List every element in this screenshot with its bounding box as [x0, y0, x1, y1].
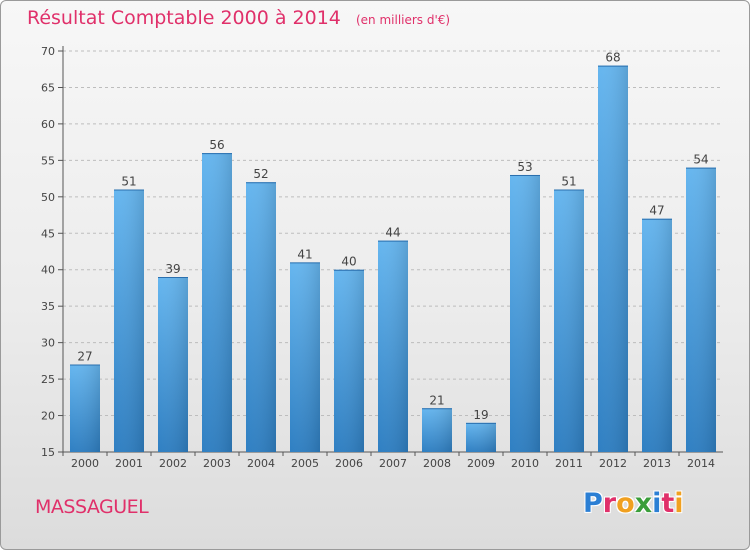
y-tick-label: 35 [41, 300, 55, 313]
x-tick-label: 2014 [687, 457, 715, 470]
bar-value-label: 47 [649, 204, 664, 218]
bar-shade [158, 277, 188, 452]
bar-value-label: 51 [121, 175, 136, 189]
y-tick-label: 15 [41, 446, 55, 459]
bar-shade [334, 269, 364, 452]
bar-value-label: 41 [297, 247, 312, 261]
y-tick-label: 55 [41, 154, 55, 167]
bar-value-label: 44 [385, 226, 400, 240]
place-name: MASSAGUEL [35, 496, 149, 518]
y-tick-label: 20 [41, 410, 55, 423]
bar-value-label: 21 [429, 393, 444, 407]
bar-value-label: 51 [561, 175, 576, 189]
x-tick-label: 2009 [467, 457, 495, 470]
bar-shade [246, 182, 276, 452]
x-tick-label: 2013 [643, 457, 671, 470]
bar-shade [598, 65, 628, 452]
logo-letter: o [616, 488, 635, 519]
x-tick-label: 2004 [247, 457, 275, 470]
bar-value-label: 68 [605, 51, 620, 65]
proxiti-logo: Proxiti [583, 488, 684, 519]
y-tick-label: 60 [41, 118, 55, 131]
y-tick-label: 70 [41, 45, 55, 58]
x-tick-label: 2012 [599, 457, 627, 470]
bar-value-label: 27 [77, 350, 92, 364]
x-tick-label: 2001 [115, 457, 143, 470]
bar-shade [202, 153, 232, 452]
x-tick-label: 2000 [71, 457, 99, 470]
bar-shade [686, 167, 716, 452]
x-tick-label: 2003 [203, 457, 231, 470]
title-row: Résultat Comptable 2000 à 2014 (en milli… [27, 7, 450, 29]
logo-letter: x [634, 488, 653, 519]
x-tick-label: 2011 [555, 457, 583, 470]
y-tick-label: 40 [41, 264, 55, 277]
x-tick-label: 2005 [291, 457, 319, 470]
bar-layer [70, 65, 716, 453]
bar-value-label: 40 [341, 255, 356, 269]
bar-shade [510, 174, 540, 453]
bar-shade [378, 240, 408, 452]
bar-value-label: 19 [473, 408, 488, 422]
logo-letter: P [583, 488, 603, 519]
bar-value-label: 56 [209, 138, 224, 152]
bar-value-label: 52 [253, 167, 268, 181]
logo-letter: i [652, 488, 662, 519]
bar-value-label: 53 [517, 160, 532, 174]
axis-layer: 15 20 25 30 35 40 45 50 55 60 65 70 2000 2001 2002 2003… [41, 45, 723, 470]
label-layer: 27 51 39 56 52 41 40 44 21 19 53 51 68 47 54 [77, 51, 708, 422]
bar-shade [70, 364, 100, 452]
y-tick-label: 65 [41, 81, 55, 94]
bar-shade [114, 189, 144, 452]
x-tick-label: 2010 [511, 457, 539, 470]
chart-title: Résultat Comptable 2000 à 2014 [27, 7, 341, 29]
bar-shade [466, 422, 496, 452]
bar-value-label: 39 [165, 262, 180, 276]
bar-shade [422, 408, 452, 452]
x-tick-label: 2002 [159, 457, 187, 470]
bar-shade [642, 218, 672, 452]
y-tick-label: 30 [41, 337, 55, 350]
bar-shade [290, 262, 320, 452]
logo-letter: i [674, 488, 684, 519]
y-tick-label: 45 [41, 227, 55, 240]
x-tick-label: 2008 [423, 457, 451, 470]
logo-letter: r [602, 488, 617, 519]
x-tick-label: 2007 [379, 457, 407, 470]
x-tick-label: 2006 [335, 457, 363, 470]
logo-letter: t [661, 488, 675, 519]
chart-subtitle: (en milliers d'€) [355, 13, 451, 27]
y-tick-label: 25 [41, 373, 55, 386]
bar-value-label: 54 [693, 153, 708, 167]
bar-shade [554, 189, 584, 452]
y-tick-label: 50 [41, 191, 55, 204]
